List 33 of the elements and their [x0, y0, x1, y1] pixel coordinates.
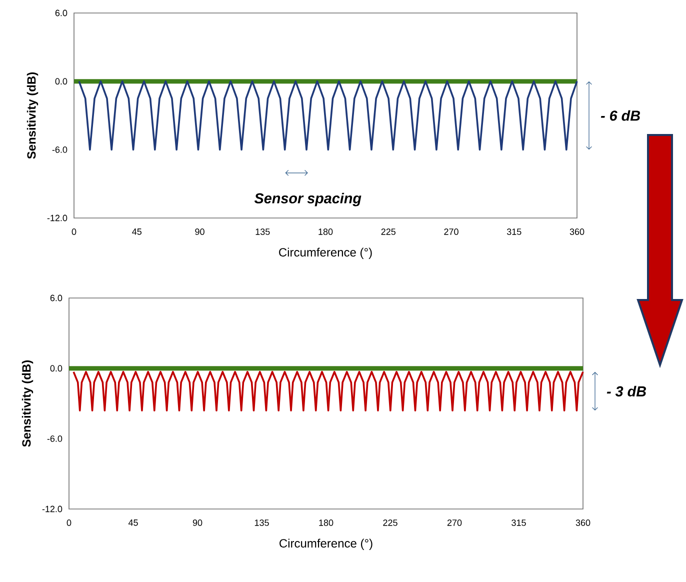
x-tick-label: 315 [512, 520, 526, 526]
x-tick-label: 270 [444, 228, 458, 235]
x-tick-label: 90 [195, 228, 204, 235]
x-tick-label: 90 [192, 520, 202, 526]
x-tick-label: 180 [318, 228, 333, 235]
x-tick-label: 0 [66, 520, 72, 526]
x-tick-label: 225 [381, 228, 396, 235]
y-tick-label: -12.0 [42, 506, 62, 512]
x-axis-title: Circumference (°) [280, 538, 372, 550]
x-tick-label: 45 [128, 520, 138, 526]
y-tick-label: -6.0 [47, 435, 62, 442]
x-tick-label: 225 [383, 520, 398, 526]
x-tick-label: 180 [319, 520, 334, 526]
y-axis-title: Sensitivity (dB) [26, 72, 38, 159]
text: - 3 dB [606, 386, 646, 396]
x-tick-label: 360 [570, 228, 584, 235]
y-tick-label: 0.0 [50, 365, 62, 372]
annotation: Sensor spacing [254, 192, 362, 206]
y-tick-label: -6.0 [52, 146, 68, 153]
y-tick-label: -12.0 [47, 214, 68, 222]
x-axis-title: Circumference (°) [279, 248, 372, 259]
x-tick-label: 0 [72, 228, 76, 235]
x-tick-label: 135 [254, 520, 269, 526]
y-axis-title: Sensitivity (dB) [22, 360, 34, 447]
y-tick-label: 0.0 [55, 78, 68, 85]
text: - 6 dB [600, 110, 640, 121]
x-tick-label: 270 [447, 520, 462, 526]
x-tick-label: 315 [506, 228, 522, 235]
x-tick-label: 135 [256, 228, 270, 235]
y-tick-label: 6.0 [55, 10, 68, 16]
x-tick-label: 45 [132, 228, 142, 235]
y-tick-label: 6.0 [50, 294, 62, 302]
x-tick-label: 360 [576, 520, 590, 526]
